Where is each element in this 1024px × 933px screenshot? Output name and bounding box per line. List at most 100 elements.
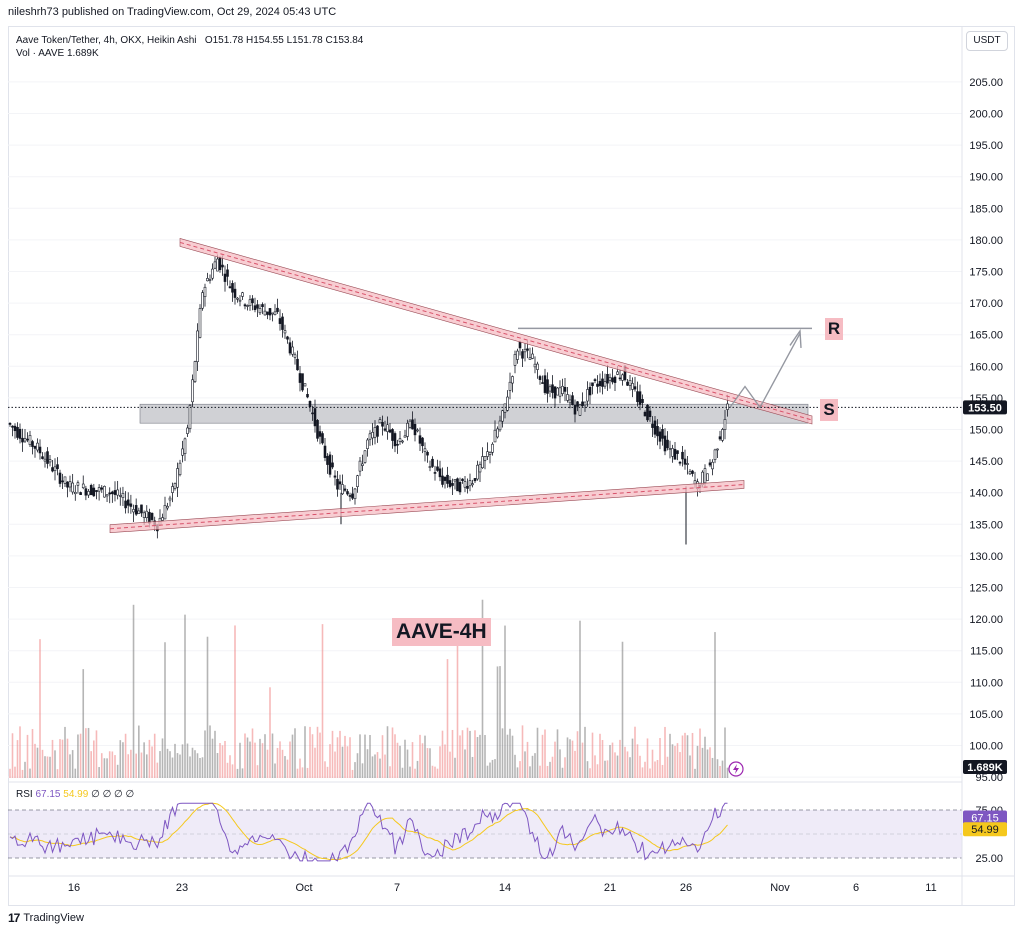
candle: [87, 489, 90, 499]
price-tick-label: 120.00: [969, 614, 1003, 626]
volume-bar: [341, 746, 344, 778]
candle: [126, 492, 130, 514]
candle-body: [376, 425, 379, 437]
candle-body: [408, 420, 412, 428]
volume-bar: [549, 761, 551, 778]
candle-body: [661, 429, 664, 439]
volume-bar: [434, 766, 436, 778]
candle: [111, 490, 114, 503]
candle-body: [318, 431, 322, 437]
volume-bar: [140, 752, 143, 778]
symbol-line[interactable]: Aave Token/Tether, 4h, OKX, Heikin Ashi …: [16, 34, 363, 47]
candle: [633, 376, 637, 392]
currency-button[interactable]: USDT: [966, 31, 1008, 51]
candle-body: [326, 456, 329, 465]
volume-bar: [351, 769, 354, 778]
candle-body: [53, 466, 57, 471]
volume-bar: [93, 740, 95, 778]
candle: [246, 304, 249, 311]
candle: [276, 298, 279, 314]
volume-bar: [526, 741, 529, 778]
publisher-line: nileshrh73 published on TradingView.com,…: [8, 6, 337, 18]
candle-body: [631, 383, 634, 390]
candle-body: [243, 304, 247, 307]
volume-bar: [31, 728, 34, 778]
chart-title-label: AAVE-4H: [392, 618, 491, 646]
upper-trendline-band: [179, 238, 813, 425]
candle: [121, 486, 125, 507]
rsi-ma-tag-text: 54.99: [971, 824, 999, 836]
candle-body: [543, 375, 547, 393]
volume-bar: [11, 733, 14, 778]
candle: [553, 386, 557, 408]
volume-bar: [694, 768, 696, 778]
candle-body: [236, 297, 239, 300]
candle-body: [71, 482, 74, 493]
candle: [291, 340, 294, 357]
candle-body: [371, 432, 374, 439]
volume-bar: [364, 734, 366, 778]
volume-bar: [256, 765, 259, 778]
volume-bar: [244, 733, 246, 778]
candle: [283, 324, 287, 339]
candle-body: [468, 480, 472, 487]
candle: [181, 440, 184, 463]
volume-bar: [143, 742, 145, 778]
candle-body: [423, 448, 427, 452]
candle: [166, 502, 169, 511]
volume-bar: [409, 766, 411, 778]
price-tick-label: 145.00: [969, 456, 1003, 468]
rsi-legend[interactable]: RSI 67.15 54.99 ∅ ∅ ∅ ∅: [16, 789, 134, 800]
volume-bar: [306, 767, 309, 778]
volume-bar: [539, 765, 541, 778]
candle: [31, 439, 34, 455]
volume-bar: [206, 636, 209, 778]
volume-bar: [286, 759, 289, 778]
price-tick-label: 180.00: [969, 235, 1003, 247]
candle: [656, 419, 659, 446]
volume-bar: [534, 753, 536, 778]
candle-body: [491, 443, 494, 453]
time-axis: 16 23 Oct 7 14 21 26 Nov 6 11: [68, 882, 937, 894]
candle: [381, 415, 384, 436]
volume-bar: [79, 733, 82, 778]
volume-bar: [586, 761, 589, 778]
candle: [316, 419, 319, 442]
price-tick-label: 200.00: [969, 109, 1003, 121]
candle: [653, 416, 657, 439]
time-tick-label: 21: [604, 882, 616, 894]
candle: [721, 427, 724, 443]
candle-body: [208, 279, 212, 281]
candle-body: [421, 437, 424, 447]
candle: [238, 295, 242, 307]
volume-bar: [706, 749, 709, 778]
candle-body: [351, 493, 354, 499]
candle-body: [81, 483, 85, 489]
candle: [663, 428, 667, 456]
candle: [581, 392, 584, 408]
volume-bar: [346, 746, 349, 778]
volume-bar: [276, 747, 279, 778]
candle-body: [483, 456, 487, 461]
candle: [448, 475, 452, 489]
volume-bar: [284, 756, 286, 778]
lower-trendline-centerline: [109, 483, 745, 530]
candle-body: [651, 423, 654, 428]
volume-bar: [691, 732, 694, 778]
volume-bar: [396, 742, 399, 778]
candle-body: [666, 439, 669, 449]
candle: [134, 498, 138, 516]
volume-bar: [359, 734, 361, 778]
candle-body: [598, 381, 602, 387]
candle: [573, 399, 577, 423]
volume-legend[interactable]: Vol · AAVE 1.689K: [16, 48, 99, 59]
candle: [486, 442, 489, 461]
candle-body: [43, 458, 47, 462]
tradingview-footer[interactable]: 17 TradingView: [8, 911, 84, 925]
candle: [63, 476, 67, 487]
volume-bar: [216, 753, 219, 778]
candle: [706, 473, 709, 481]
candle: [678, 461, 682, 466]
volume-bar: [459, 735, 461, 778]
